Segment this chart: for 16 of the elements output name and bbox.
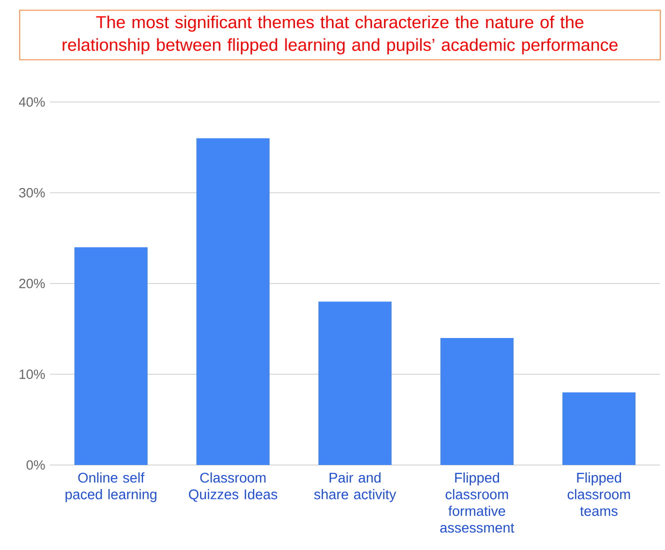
bar: [74, 247, 148, 465]
x-tick-label: Flipped classroom teams: [568, 472, 630, 516]
bar: [440, 338, 514, 465]
y-tick-label: 20%: [19, 278, 45, 288]
chart-title: The most significant themes that characterize the nature of the relationship between flipped learning and pupils’ academic performance: [62, 16, 618, 54]
x-tick-label: Online self paced learning: [66, 472, 156, 502]
bar: [562, 392, 636, 465]
x-tick-label: Classroom Quizzes Ideas: [188, 472, 278, 502]
x-tick-label: Flipped classroom formative assessment: [440, 472, 514, 533]
y-tick-label: 40%: [18, 97, 45, 107]
y-tick-label: 10%: [20, 370, 45, 379]
x-tick-label: Pair and share activity: [314, 472, 396, 502]
y-tick-label: 30%: [19, 188, 45, 198]
y-tick-label: 0%: [26, 460, 45, 470]
bar: [318, 302, 392, 465]
bar: [196, 138, 270, 465]
